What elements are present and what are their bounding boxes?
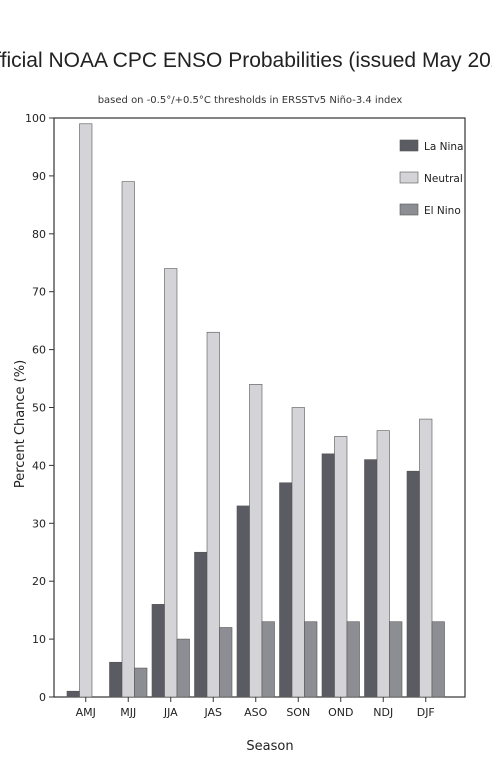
y-tick-label: 60 <box>32 344 46 357</box>
bar-la-nina <box>406 470 420 698</box>
x-tick-label: NDJ <box>373 706 393 719</box>
y-tick-label: 50 <box>32 402 46 415</box>
bar-el-nino <box>176 638 190 698</box>
y-tick-label: 20 <box>32 575 46 588</box>
bar-la-nina <box>66 690 80 698</box>
bar-la-nina <box>321 453 335 698</box>
legend-swatch <box>399 171 419 184</box>
y-tick-label: 10 <box>32 633 46 646</box>
bar-neutral <box>249 384 263 698</box>
x-tick-label: AMJ <box>76 706 96 719</box>
x-tick-label: JAS <box>203 706 222 719</box>
bar-la-nina <box>364 459 378 698</box>
bar-el-nino <box>431 621 445 698</box>
y-tick-label: 30 <box>32 517 46 530</box>
bar-el-nino <box>304 621 318 698</box>
y-axis-label: Percent Chance (%) <box>13 360 28 488</box>
y-tick-label: 0 <box>39 691 46 704</box>
legend-label: El Nino <box>424 205 461 217</box>
legend-label: La Nina <box>424 141 463 153</box>
x-tick-label: ASO <box>244 706 268 719</box>
legend: La Nina Neutral El Nino <box>399 139 463 217</box>
bar-neutral <box>334 436 348 698</box>
chart-subtitle: based on -0.5°/+0.5°C thresholds in ERSS… <box>98 95 403 106</box>
bar-neutral <box>164 268 178 698</box>
x-tick-label: OND <box>328 706 353 719</box>
bar-la-nina <box>279 482 293 698</box>
y-tick-label: 80 <box>32 228 46 241</box>
x-axis-label: Season <box>246 739 293 754</box>
bar-neutral <box>419 418 433 698</box>
bar-el-nino <box>389 621 403 698</box>
y-tick-label: 70 <box>32 286 46 299</box>
bar-el-nino <box>134 667 148 698</box>
bar-neutral <box>376 430 390 698</box>
legend-swatch <box>399 139 419 152</box>
x-tick-label: MJJ <box>120 706 136 719</box>
bar-la-nina <box>109 661 123 698</box>
bar-neutral <box>291 407 305 698</box>
legend-label: Neutral <box>424 173 463 185</box>
y-tick-label: 90 <box>32 170 46 183</box>
bar-el-nino <box>219 627 233 698</box>
bar-neutral <box>121 181 135 698</box>
y-tick-label: 100 <box>25 112 46 125</box>
bar-la-nina <box>236 505 250 698</box>
plot-area: 0 10 20 30 40 50 60 70 80 90 100 AMJ MJJ JJA JAS ASO SON… <box>25 112 466 719</box>
legend-swatch <box>399 203 419 216</box>
bar-la-nina <box>194 551 208 698</box>
chart-title: Official NOAA CPC ENSO Probabilities (is… <box>0 49 492 72</box>
bar-el-nino <box>261 621 275 698</box>
x-tick-label: DJF <box>417 706 435 719</box>
bar-neutral <box>79 123 93 698</box>
bar-la-nina <box>151 604 165 698</box>
y-tick-label: 40 <box>32 459 46 472</box>
bar-neutral <box>206 331 220 698</box>
x-tick-label: JJA <box>163 706 178 719</box>
x-tick-label: SON <box>286 706 310 719</box>
bar-el-nino <box>346 621 360 698</box>
